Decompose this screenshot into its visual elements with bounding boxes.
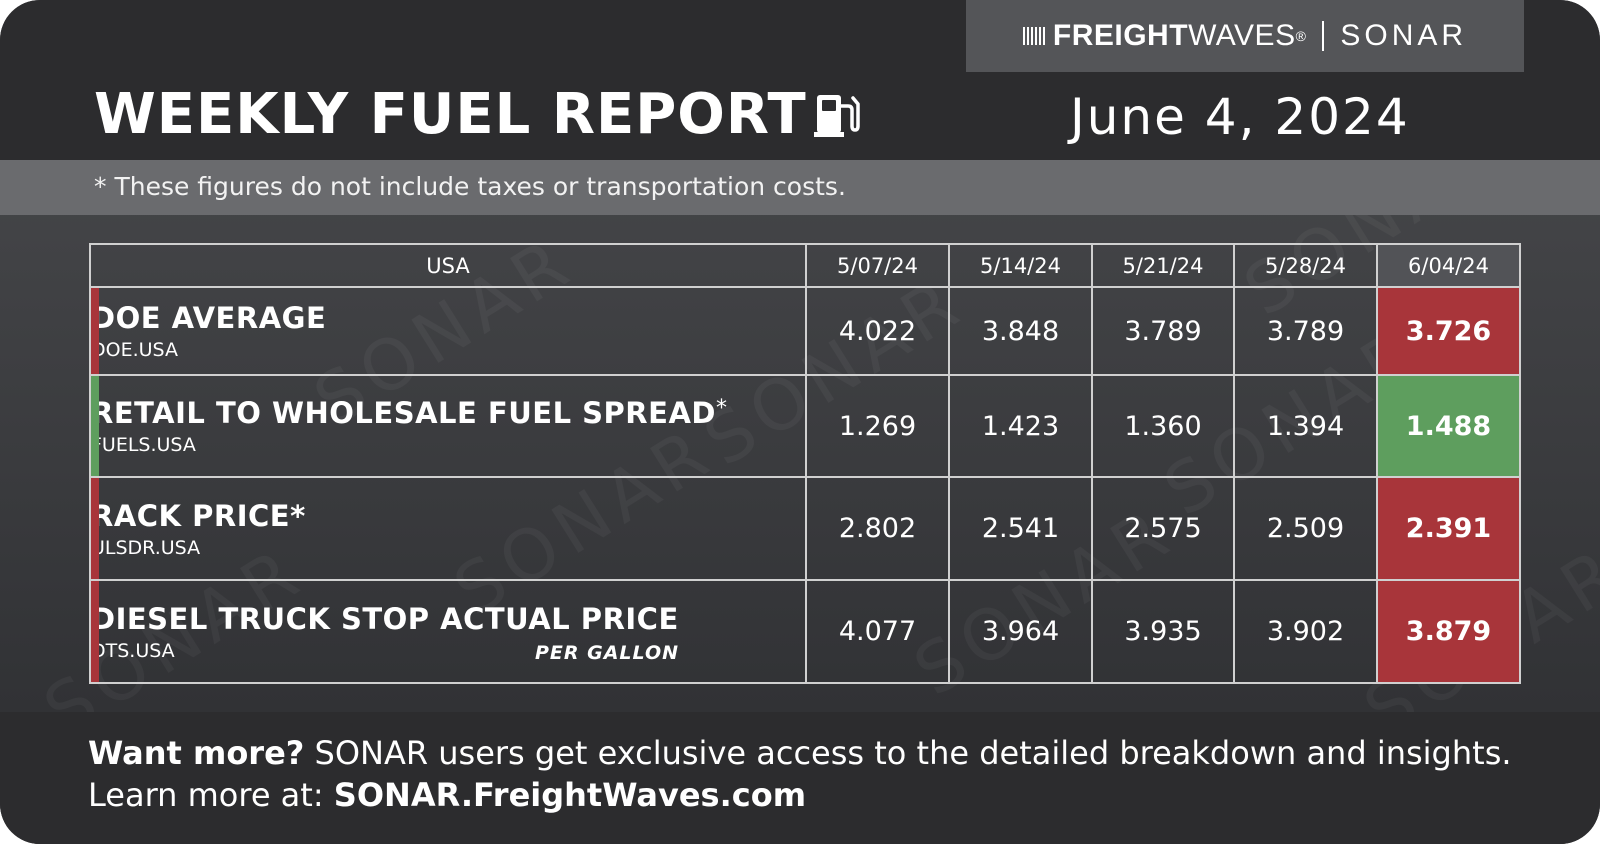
row-code: FUELS.USA (91, 434, 196, 456)
value-cell: 2.802 (805, 476, 950, 581)
value-cell: 3.848 (948, 286, 1093, 376)
brand-waves: WAVES (1188, 19, 1296, 52)
header: FREIGHT WAVES ® SONAR WEEKLY FUEL REPORT J… (0, 0, 1600, 160)
value-cell: 1.394 (1233, 374, 1378, 478)
footer-learn-more: Learn more at: SONAR.FreightWaves.com (88, 776, 806, 814)
brand-sonar: SONAR (1340, 19, 1468, 52)
table-row: DOE AVERAGE DOE.USA 4.022 3.848 3.789 3.… (89, 286, 1521, 376)
row-code: DOE.USA (91, 339, 178, 361)
row-indicator (91, 288, 99, 374)
footer-promo: Want more? SONAR users get exclusive acc… (88, 734, 1512, 772)
row-label: RETAIL TO WHOLESALE FUEL SPREAD* FUELS.U… (89, 374, 807, 478)
footer: Want more? SONAR users get exclusive acc… (0, 712, 1600, 844)
value-cell: 3.789 (1233, 286, 1378, 376)
disclaimer-note: * These figures do not include taxes or … (94, 172, 846, 201)
table-header-row: USA 5/07/24 5/14/24 5/21/24 5/28/24 6/04… (89, 243, 1521, 288)
row-indicator (91, 581, 99, 682)
asterisk: * (715, 396, 728, 421)
table-row: RACK PRICE* ULSDR.USA 2.802 2.541 2.575 … (89, 476, 1521, 581)
brand-reg: ® (1295, 28, 1307, 44)
date-header: 5/07/24 (805, 243, 950, 288)
freightwaves-logo-icon (1022, 27, 1047, 45)
current-date-header: 6/04/24 (1376, 243, 1521, 288)
row-indicator (91, 478, 99, 579)
footer-learn-label: Learn more at: (88, 776, 334, 814)
brand-divider (1322, 21, 1325, 51)
row-label: DOE AVERAGE DOE.USA (89, 286, 807, 376)
value-cell: 1.269 (805, 374, 950, 478)
value-cell: 4.077 (805, 579, 950, 684)
row-label: DIESEL TRUCK STOP ACTUAL PRICE DTS.USA P… (89, 579, 807, 684)
current-value-cell: 1.488 (1376, 374, 1521, 478)
value-cell: 1.423 (948, 374, 1093, 478)
brand-logo: FREIGHT WAVES ® SONAR (966, 0, 1524, 72)
value-cell: 3.902 (1233, 579, 1378, 684)
date-header: 5/14/24 (948, 243, 1093, 288)
report-date: June 4, 2024 (1070, 88, 1410, 146)
value-cell: 1.360 (1091, 374, 1235, 478)
per-gallon-note: PER GALLON (534, 642, 679, 664)
sonar-link[interactable]: SONAR.FreightWaves.com (333, 776, 807, 814)
fuel-table: USA 5/07/24 5/14/24 5/21/24 5/28/24 6/04… (89, 243, 1521, 684)
page-title: WEEKLY FUEL REPORT (94, 82, 807, 147)
current-value-cell: 3.879 (1376, 579, 1521, 684)
date-header: 5/21/24 (1091, 243, 1235, 288)
value-cell: 4.022 (805, 286, 950, 376)
footer-text: SONAR users get exclusive access to the … (304, 734, 1512, 772)
region-header: USA (89, 243, 807, 288)
brand-freight: FREIGHT (1052, 19, 1189, 52)
row-title: DIESEL TRUCK STOP ACTUAL PRICE (91, 601, 679, 636)
row-code: DTS.USA (91, 639, 175, 662)
value-cell: 3.789 (1091, 286, 1235, 376)
table-row: DIESEL TRUCK STOP ACTUAL PRICE DTS.USA P… (89, 579, 1521, 684)
row-title: DOE AVERAGE (91, 301, 327, 335)
date-header: 5/28/24 (1233, 243, 1378, 288)
row-title: RACK PRICE* (91, 498, 306, 533)
footer-lead: Want more? (88, 734, 305, 772)
current-value-cell: 2.391 (1376, 476, 1521, 581)
row-label: RACK PRICE* ULSDR.USA (89, 476, 807, 581)
table-row: RETAIL TO WHOLESALE FUEL SPREAD* FUELS.U… (89, 374, 1521, 478)
value-cell: 2.509 (1233, 476, 1378, 581)
row-code: ULSDR.USA (91, 536, 201, 559)
row-indicator (91, 376, 99, 476)
value-cell: 2.541 (948, 476, 1093, 581)
value-cell: 3.935 (1091, 579, 1235, 684)
row-title: RETAIL TO WHOLESALE FUEL SPREAD* (91, 396, 728, 430)
current-value-cell: 3.726 (1376, 286, 1521, 376)
fuel-pump-icon (814, 95, 860, 137)
note-bar: * These figures do not include taxes or … (0, 160, 1600, 215)
value-cell: 3.964 (948, 579, 1093, 684)
value-cell: 2.575 (1091, 476, 1235, 581)
